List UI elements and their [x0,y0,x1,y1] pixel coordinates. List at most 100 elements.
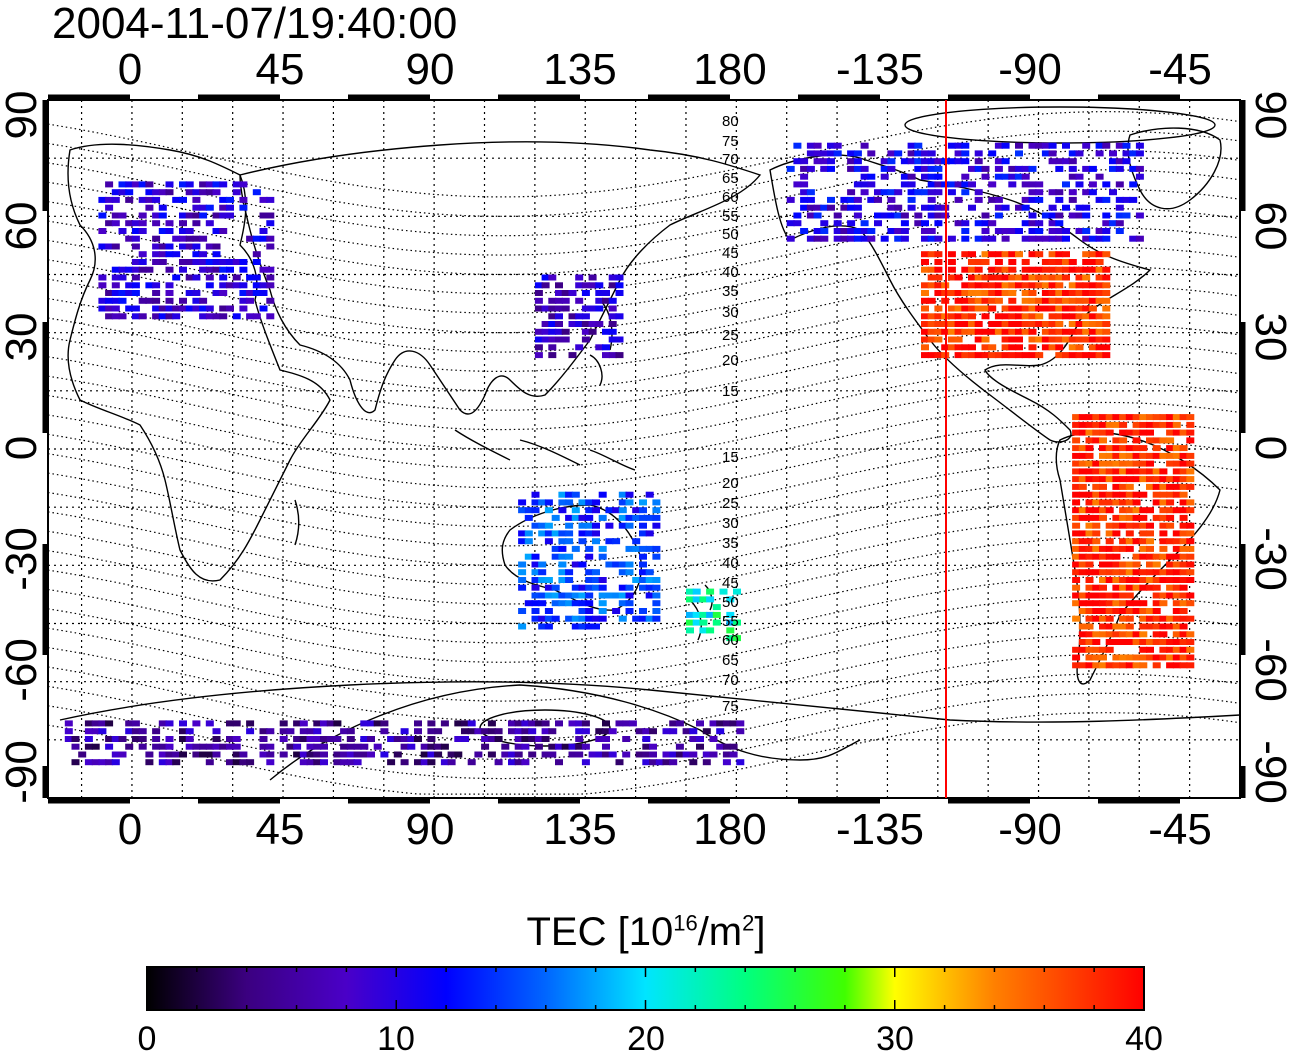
tec-cell [988,352,997,359]
tec-cell [575,297,584,304]
tec-cell [172,251,181,258]
tec-cell [111,220,120,227]
tec-cell [1055,220,1064,227]
tec-cell [585,584,594,591]
tec-cell [1008,305,1017,312]
tec-cell [205,259,214,265]
tec-cell [548,344,557,351]
tec-cell [1166,538,1175,545]
tec-cell [219,290,228,296]
tec-cell [212,290,221,296]
tec-cell [508,728,516,735]
tec-cell [481,736,490,742]
tec-cell [1021,321,1030,327]
tec-cell [232,282,241,289]
tec-cell [212,212,221,219]
tec-cell [555,305,563,312]
tec-cell [1085,491,1094,498]
tec-cell [165,220,174,227]
tec-cell [105,305,114,312]
tec-cell [632,514,641,521]
tec-cell [1008,336,1017,343]
tec-cell [1095,251,1104,258]
tec-cell [481,728,490,735]
tec-cell [518,530,527,537]
tec-cell [612,561,621,568]
tec-cell [538,530,547,537]
tec-cell [1172,530,1181,537]
tec-cell [699,627,708,634]
tec-cell [1035,266,1044,273]
tec-cell [1179,561,1188,568]
tec-cell [165,297,174,304]
tec-cell [994,196,1003,203]
tec-cell [1085,414,1094,421]
tec-cell [726,619,735,626]
tec-cell [299,751,308,758]
tec-cell [1112,639,1121,645]
tec-cell [1082,297,1091,304]
tec-cell [568,352,577,359]
tec-cell [1186,615,1195,622]
tec-cell [541,282,550,289]
tec-cell [165,228,174,234]
tec-cell [1122,150,1131,157]
tec-cell [578,592,587,599]
tec-cell [131,259,140,265]
tec-cell [219,266,228,273]
tec-cell [615,352,624,359]
tec-cell [1048,158,1057,165]
tec-cell [293,736,302,742]
tec-cell [1035,274,1044,281]
tec-cell [152,259,161,265]
tec-cell [1021,181,1030,188]
tec-cell [1172,577,1181,583]
tec-cell [474,751,483,758]
tec-cell [1099,460,1107,467]
tec-cell [1078,514,1087,521]
tec-cell [1105,553,1114,560]
tec-cell [947,181,956,188]
magnetic-contour [48,324,1240,411]
tec-cell [105,181,114,188]
bottom-lon-tick: -45 [1148,805,1212,854]
magnetic-latitude-label: 45 [722,575,739,592]
tec-cell [1078,569,1087,576]
tec-cell [1001,235,1010,242]
tec-cell [538,522,547,529]
tec-cell [1112,445,1121,452]
tec-cell [1125,514,1134,521]
tec-cell [1068,282,1077,289]
tec-cell [1082,336,1091,343]
tec-cell [642,728,651,735]
tec-cell [921,352,929,359]
tec-cell [800,196,809,203]
tec-cell [259,266,268,273]
tec-cell [642,759,651,766]
tec-cell [158,212,167,219]
tec-cell [806,189,815,196]
tec-cell [602,736,610,742]
tec-cell [1001,266,1010,273]
tec-cell [487,736,496,742]
tec-cell [1099,654,1107,661]
tec-cell [64,728,73,735]
tec-cell [1008,321,1017,327]
tec-cell [1139,460,1148,467]
tec-cell [813,204,822,211]
tec-cell [575,751,584,758]
tec-cell [1028,313,1037,320]
tec-cell [266,243,275,250]
tec-cell [1072,530,1081,537]
tec-cell [827,158,835,165]
tec-cell [625,569,634,576]
tec-cell [733,619,741,626]
tec-cell [199,251,208,258]
tec-cell [1109,165,1117,172]
tec-cell [551,553,560,560]
tec-cell [571,623,580,630]
tec-cell [192,743,201,750]
tec-cell [1172,553,1181,560]
tec-cell [1021,282,1030,289]
tec-cell [246,297,255,304]
